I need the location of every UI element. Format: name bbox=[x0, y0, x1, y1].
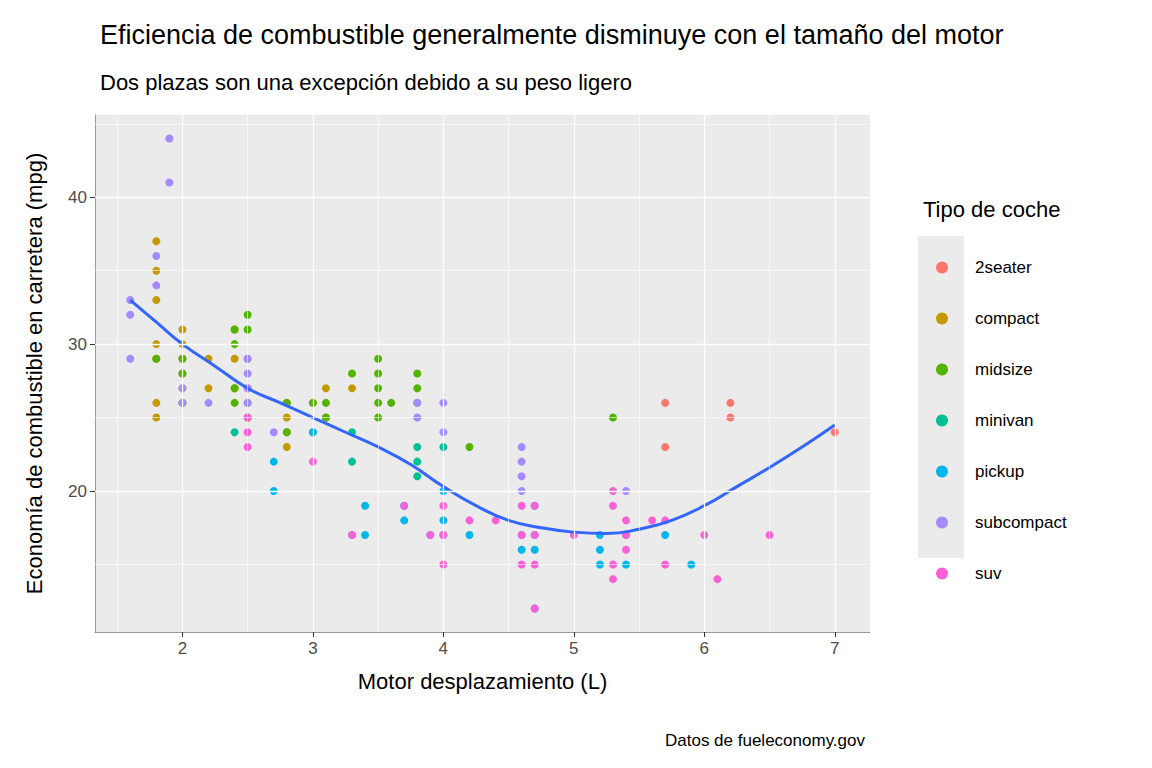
svg-text:3: 3 bbox=[308, 639, 317, 658]
svg-text:Dos plazas son una excepción d: Dos plazas son una excepción debido a su… bbox=[100, 70, 632, 95]
svg-text:Eficiencia de combustible gene: Eficiencia de combustible generalmente d… bbox=[100, 20, 1004, 50]
svg-text:suv: suv bbox=[975, 564, 1002, 583]
svg-text:2seater: 2seater bbox=[975, 258, 1032, 277]
svg-text:Datos de fueleconomy.gov: Datos de fueleconomy.gov bbox=[665, 731, 866, 750]
svg-text:Motor desplazamiento (L): Motor desplazamiento (L) bbox=[358, 669, 607, 694]
svg-text:6: 6 bbox=[700, 639, 709, 658]
svg-text:pickup: pickup bbox=[975, 462, 1024, 481]
svg-text:7: 7 bbox=[830, 639, 839, 658]
svg-text:midsize: midsize bbox=[975, 360, 1033, 379]
svg-text:5: 5 bbox=[569, 639, 578, 658]
svg-text:30: 30 bbox=[68, 335, 87, 354]
svg-text:minivan: minivan bbox=[975, 411, 1034, 430]
svg-text:Economía de combustible en car: Economía de combustible en carretera (mp… bbox=[22, 153, 47, 594]
svg-text:4: 4 bbox=[439, 639, 448, 658]
svg-text:Tipo de coche: Tipo de coche bbox=[923, 197, 1060, 222]
svg-text:subcompact: subcompact bbox=[975, 513, 1067, 532]
svg-text:2: 2 bbox=[178, 639, 187, 658]
svg-text:compact: compact bbox=[975, 309, 1040, 328]
svg-text:40: 40 bbox=[68, 188, 87, 207]
svg-text:20: 20 bbox=[68, 482, 87, 501]
